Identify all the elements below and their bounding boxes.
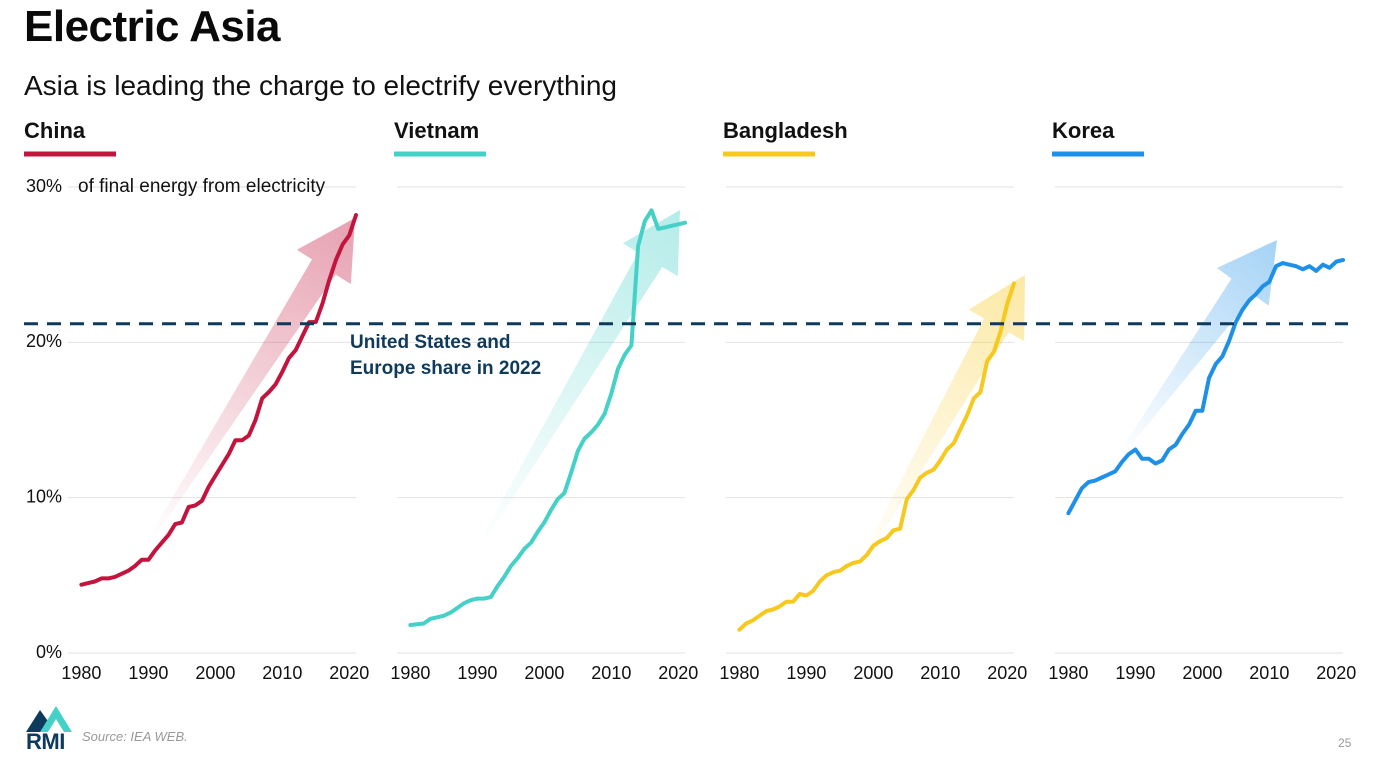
x-tick-label: 1990 xyxy=(128,663,168,683)
x-tick-label: 1980 xyxy=(61,663,101,683)
y-tick-label: 0% xyxy=(36,642,62,662)
panel-title: China xyxy=(24,118,86,143)
logo-text: RMI xyxy=(26,729,65,754)
logo-icon xyxy=(26,706,72,732)
x-tick-label: 1990 xyxy=(457,663,497,683)
panel-title: Vietnam xyxy=(394,118,479,143)
x-tick-label: 1990 xyxy=(1115,663,1155,683)
y-tick-label: 20% xyxy=(26,331,62,351)
trend-arrow xyxy=(148,218,355,542)
x-tick-label: 1990 xyxy=(786,663,826,683)
line xyxy=(1066,258,1345,516)
y-tick-label: 30% xyxy=(26,176,62,196)
x-tick-label: 2020 xyxy=(329,663,369,683)
page-number: 25 xyxy=(1338,736,1352,750)
x-tick-label: 2010 xyxy=(1249,663,1289,683)
x-tick-label: 2010 xyxy=(262,663,302,683)
line xyxy=(408,208,687,627)
trend-arrow xyxy=(1118,240,1277,457)
x-tick-label: 2000 xyxy=(195,663,235,683)
x-tick-label: 2000 xyxy=(853,663,893,683)
title: Electric Asia xyxy=(24,2,281,51)
x-tick-label: 2020 xyxy=(987,663,1027,683)
source: Source: IEA WEB. xyxy=(82,729,188,744)
x-tick-label: 2010 xyxy=(920,663,960,683)
line xyxy=(737,281,1016,632)
panel-title: Korea xyxy=(1052,118,1115,143)
x-tick-label: 1980 xyxy=(390,663,430,683)
x-tick-label: 2000 xyxy=(1182,663,1222,683)
reference-label: United States and Europe share in 2022 xyxy=(350,332,542,379)
y-axis-label: of final energy from electricity xyxy=(78,176,326,197)
x-tick-label: 1980 xyxy=(1048,663,1088,683)
x-tick-label: 2010 xyxy=(591,663,631,683)
x-tick-label: 2020 xyxy=(658,663,698,683)
trend-arrow xyxy=(478,210,680,547)
x-tick-label: 1980 xyxy=(719,663,759,683)
logo-mountain xyxy=(40,706,72,732)
y-tick-label: 10% xyxy=(26,486,62,506)
line xyxy=(79,213,358,587)
subtitle: Asia is leading the charge to electrify … xyxy=(24,70,617,101)
x-tick-label: 2000 xyxy=(524,663,564,683)
x-tick-label: 2020 xyxy=(1316,663,1356,683)
panel-title: Bangladesh xyxy=(723,118,848,143)
trend-arrow xyxy=(858,275,1025,566)
